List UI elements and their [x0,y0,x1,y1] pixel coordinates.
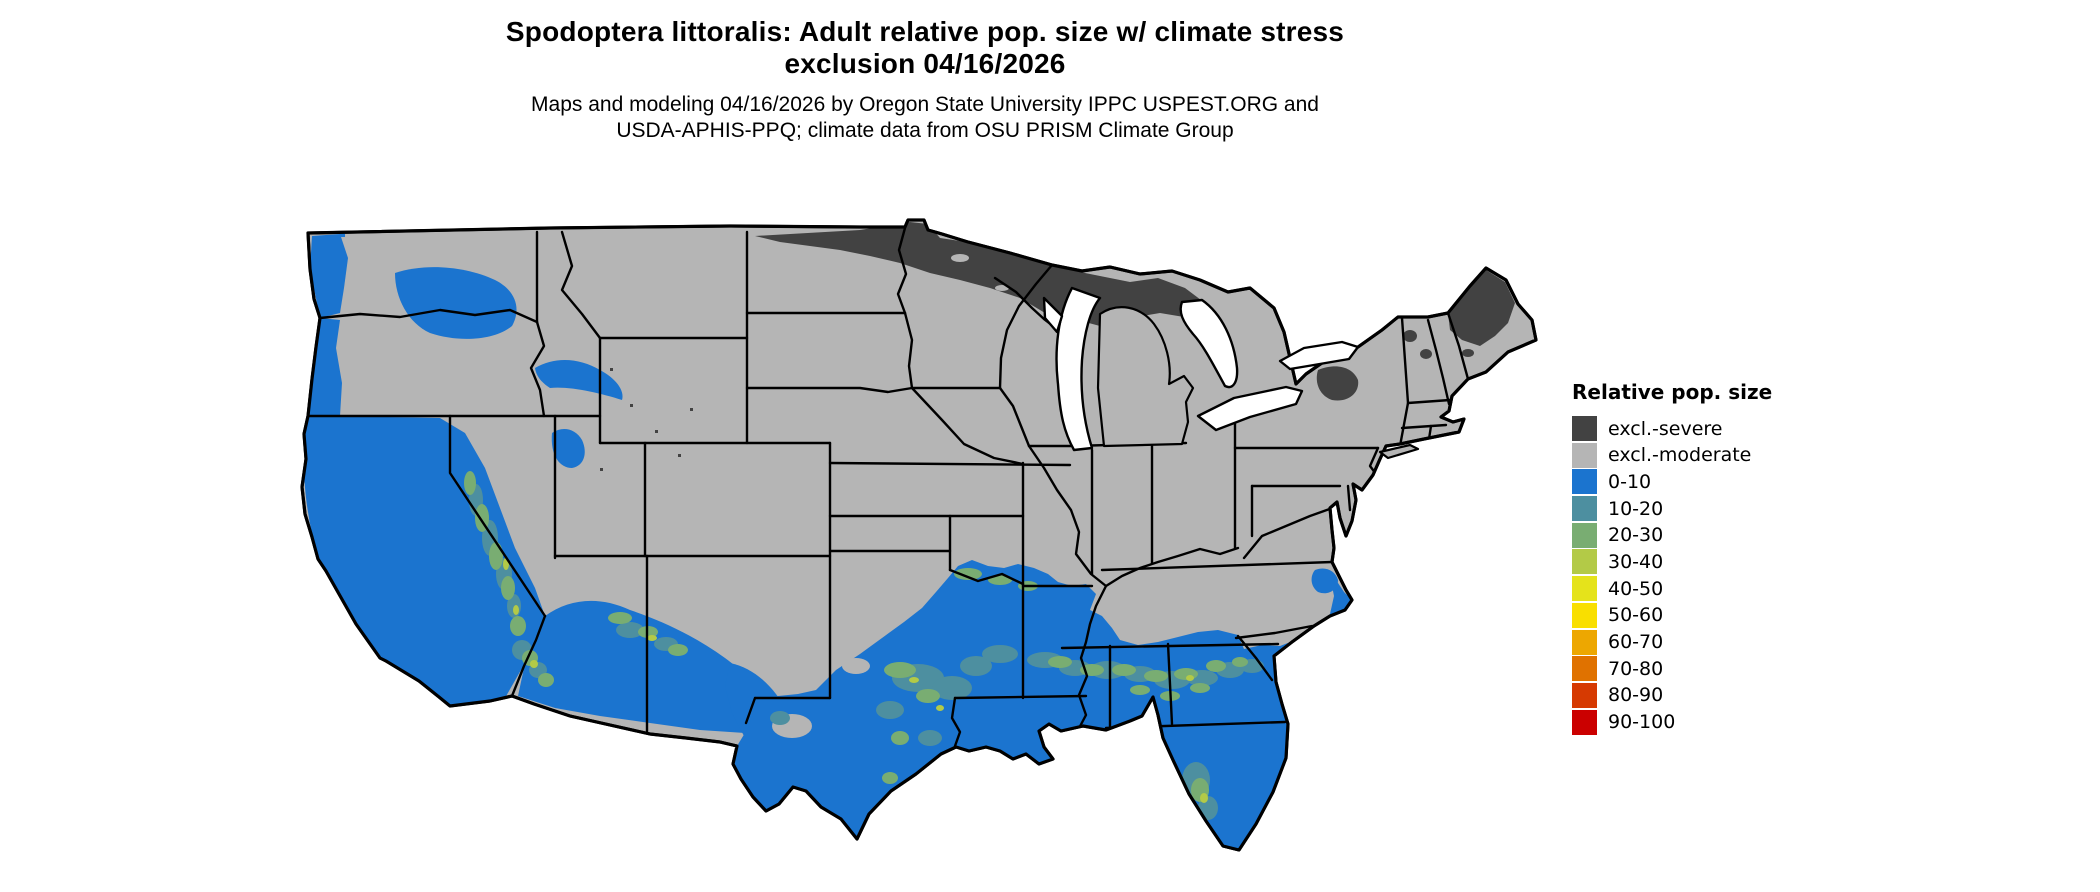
legend: Relative pop. size excl.-severe excl.-mod… [1572,380,1772,736]
subtitle-line1: Maps and modeling 04/16/2026 by Oregon S… [531,93,1319,116]
green-bay [1042,296,1064,334]
subtitle-line2: USDA-APHIS-PPQ; climate data from OSU PR… [616,119,1234,142]
region-blue-virginia-tidewater [1311,568,1338,594]
legend-item: 70-80 [1572,656,1772,682]
lake-erie [1196,385,1304,432]
legend-title: Relative pop. size [1572,380,1773,404]
legend-item: 50-60 [1572,602,1772,628]
legend-swatch [1572,656,1597,682]
legend-swatch [1572,682,1597,708]
legend-item-label: excl.-moderate [1608,444,1752,467]
legend-item-label: excl.-severe [1608,417,1723,440]
state-borders [306,226,1470,765]
michigan-lower-peninsula [1096,306,1195,448]
legend-item-label: 90-100 [1608,711,1676,734]
legend-swatch [1572,576,1597,602]
legend-items: excl.-severe excl.-moderate 0-10 10-20 20-30… [1572,416,1772,735]
lake-ontario [1278,340,1360,371]
region-blue-salt-lake [551,428,585,468]
severe-speck-maine [1462,349,1474,357]
legend-item-label: 40-50 [1608,577,1664,600]
us-map [300,218,1545,880]
region-blue-columbia-basin [395,267,517,339]
legend-swatch [1572,602,1597,628]
legend-item: 30-40 [1572,549,1772,575]
legend-item: 10-20 [1572,496,1772,522]
legend-item-label: 30-40 [1608,550,1664,573]
legend-swatch [1572,629,1597,655]
severe-inner-speck [995,285,1009,291]
legend-item-label: 80-90 [1608,684,1664,707]
legend-swatch [1572,709,1597,735]
gray-pocket-texas [842,658,870,674]
lake-michigan [1055,286,1102,452]
legend-swatch [1572,522,1597,548]
legend-item-label: 50-60 [1608,604,1664,627]
page-title-line1: Spodoptera littoralis: Adult relative po… [505,16,1345,47]
region-excl-severe-adirondacks [1316,366,1359,401]
legend-item: 40-50 [1572,576,1772,602]
region-blue-washington-coast [310,234,348,318]
severe-specks-rockies [600,368,693,471]
legend-item: 60-70 [1572,629,1772,655]
region-yellowgreen-specks [503,558,1208,803]
region-blue-arizona [518,600,768,733]
legend-item-label: 60-70 [1608,631,1664,653]
lake-huron [1179,298,1239,389]
legend-swatch [1572,469,1597,495]
map-subtitle: Maps and modeling 04/16/2026 by Oregon S… [0,92,1850,144]
legend-item: 0-10 [1572,469,1772,495]
legend-item-label: 70-80 [1608,657,1664,680]
legend-swatch [1572,549,1597,575]
severe-inner-speck [951,254,969,262]
map-header: Spodoptera littoralis: Adult relative po… [0,16,1850,144]
legend-item-label: 0-10 [1608,470,1652,493]
region-blue-florida-keys [1193,860,1246,873]
blue-speck-nw [340,232,345,237]
legend-item: 80-90 [1572,682,1772,708]
legend-swatch [1572,416,1597,441]
us-map-svg [300,218,1538,873]
legend-item-label: 20-30 [1608,524,1664,547]
legend-item: 20-30 [1572,522,1772,548]
severe-speck-nh [1403,330,1417,342]
legend-item: excl.-severe [1572,416,1772,441]
legend-item: 90-100 [1572,709,1772,735]
severe-speck-vt [1420,349,1432,359]
long-island [1378,443,1420,460]
legend-swatch [1572,442,1597,468]
page-title-line2: exclusion 04/16/2026 [784,48,1066,79]
legend-item-label: 10-20 [1608,497,1664,520]
legend-swatch [1572,496,1597,522]
legend-item: excl.-moderate [1572,442,1772,468]
